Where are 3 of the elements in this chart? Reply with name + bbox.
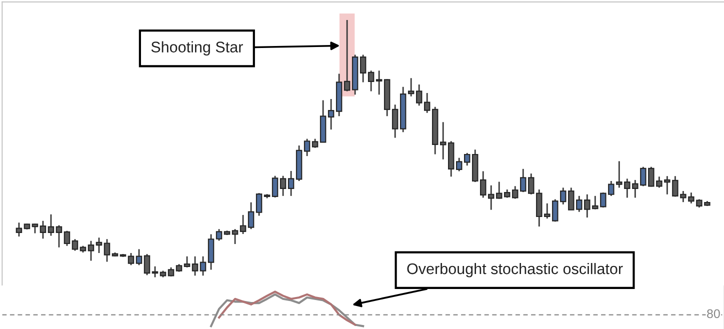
annotation: Shooting Star (151, 41, 243, 56)
annotation: Overbought stochastic oscillator (407, 262, 623, 278)
annotation: 80 (707, 309, 720, 318)
